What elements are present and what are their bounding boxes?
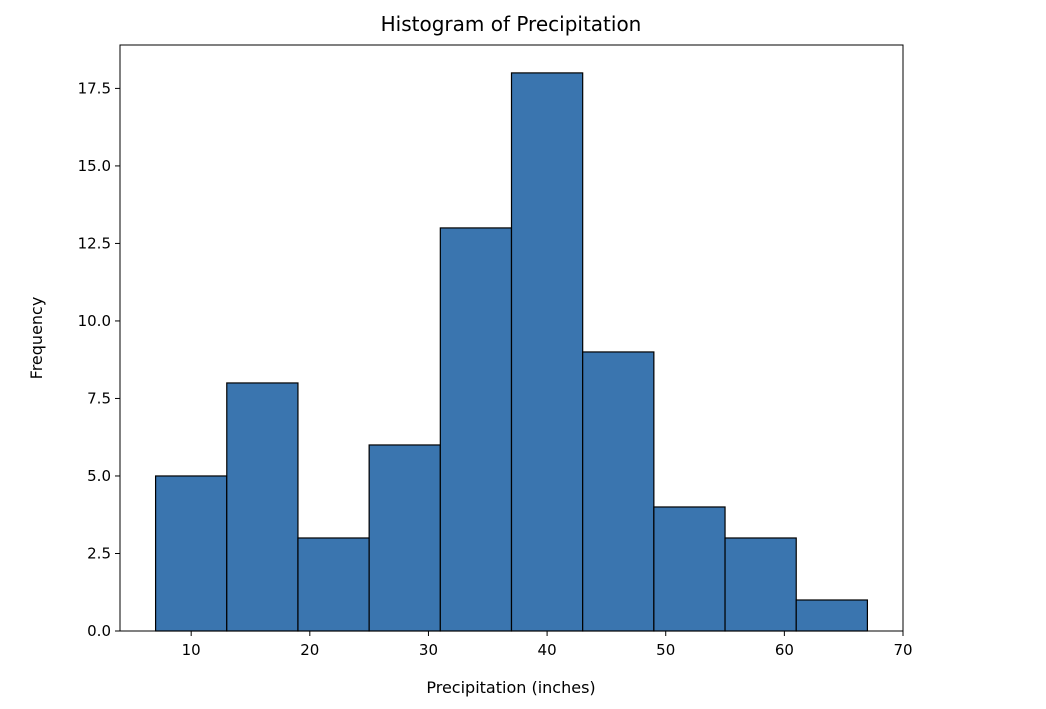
chart-title: Histogram of Precipitation [381,12,642,36]
y-tick-label: 0.0 [87,622,111,640]
x-axis: 10 20 30 40 50 60 70 [182,631,913,659]
y-tick-label: 5.0 [87,467,111,485]
histogram-bar [724,537,797,632]
x-axis-label: Precipitation (inches) [426,678,595,697]
x-tick-label: 10 [182,641,201,659]
bars [154,72,869,632]
x-tick-label: 20 [300,641,319,659]
histogram-bar [439,227,513,632]
histogram-bar [154,475,228,632]
histogram-bar [795,599,869,632]
x-tick-label: 40 [538,641,557,659]
y-tick-label: 7.5 [87,389,111,407]
histogram-bar [297,537,370,632]
y-tick-label: 12.5 [78,234,111,252]
y-tick-label: 15.0 [78,157,111,175]
x-tick-label: 60 [775,641,794,659]
y-tick-label: 17.5 [78,79,111,97]
histogram-bar [510,72,584,632]
histogram-bar [226,382,299,632]
plot-frame [119,44,904,632]
y-axis: 0.0 2.5 5.0 7.5 10.0 12.5 15.0 17.5 [78,79,120,640]
x-tick-label: 50 [656,641,675,659]
histogram-bar [653,506,726,632]
x-tick-label: 70 [893,641,912,659]
x-tick-label: 30 [419,641,438,659]
histogram-bar [582,351,655,632]
y-tick-label: 10.0 [78,312,111,330]
histogram-bar [368,444,441,632]
y-axis-label: Frequency [27,297,46,380]
y-tick-label: 2.5 [87,544,111,562]
